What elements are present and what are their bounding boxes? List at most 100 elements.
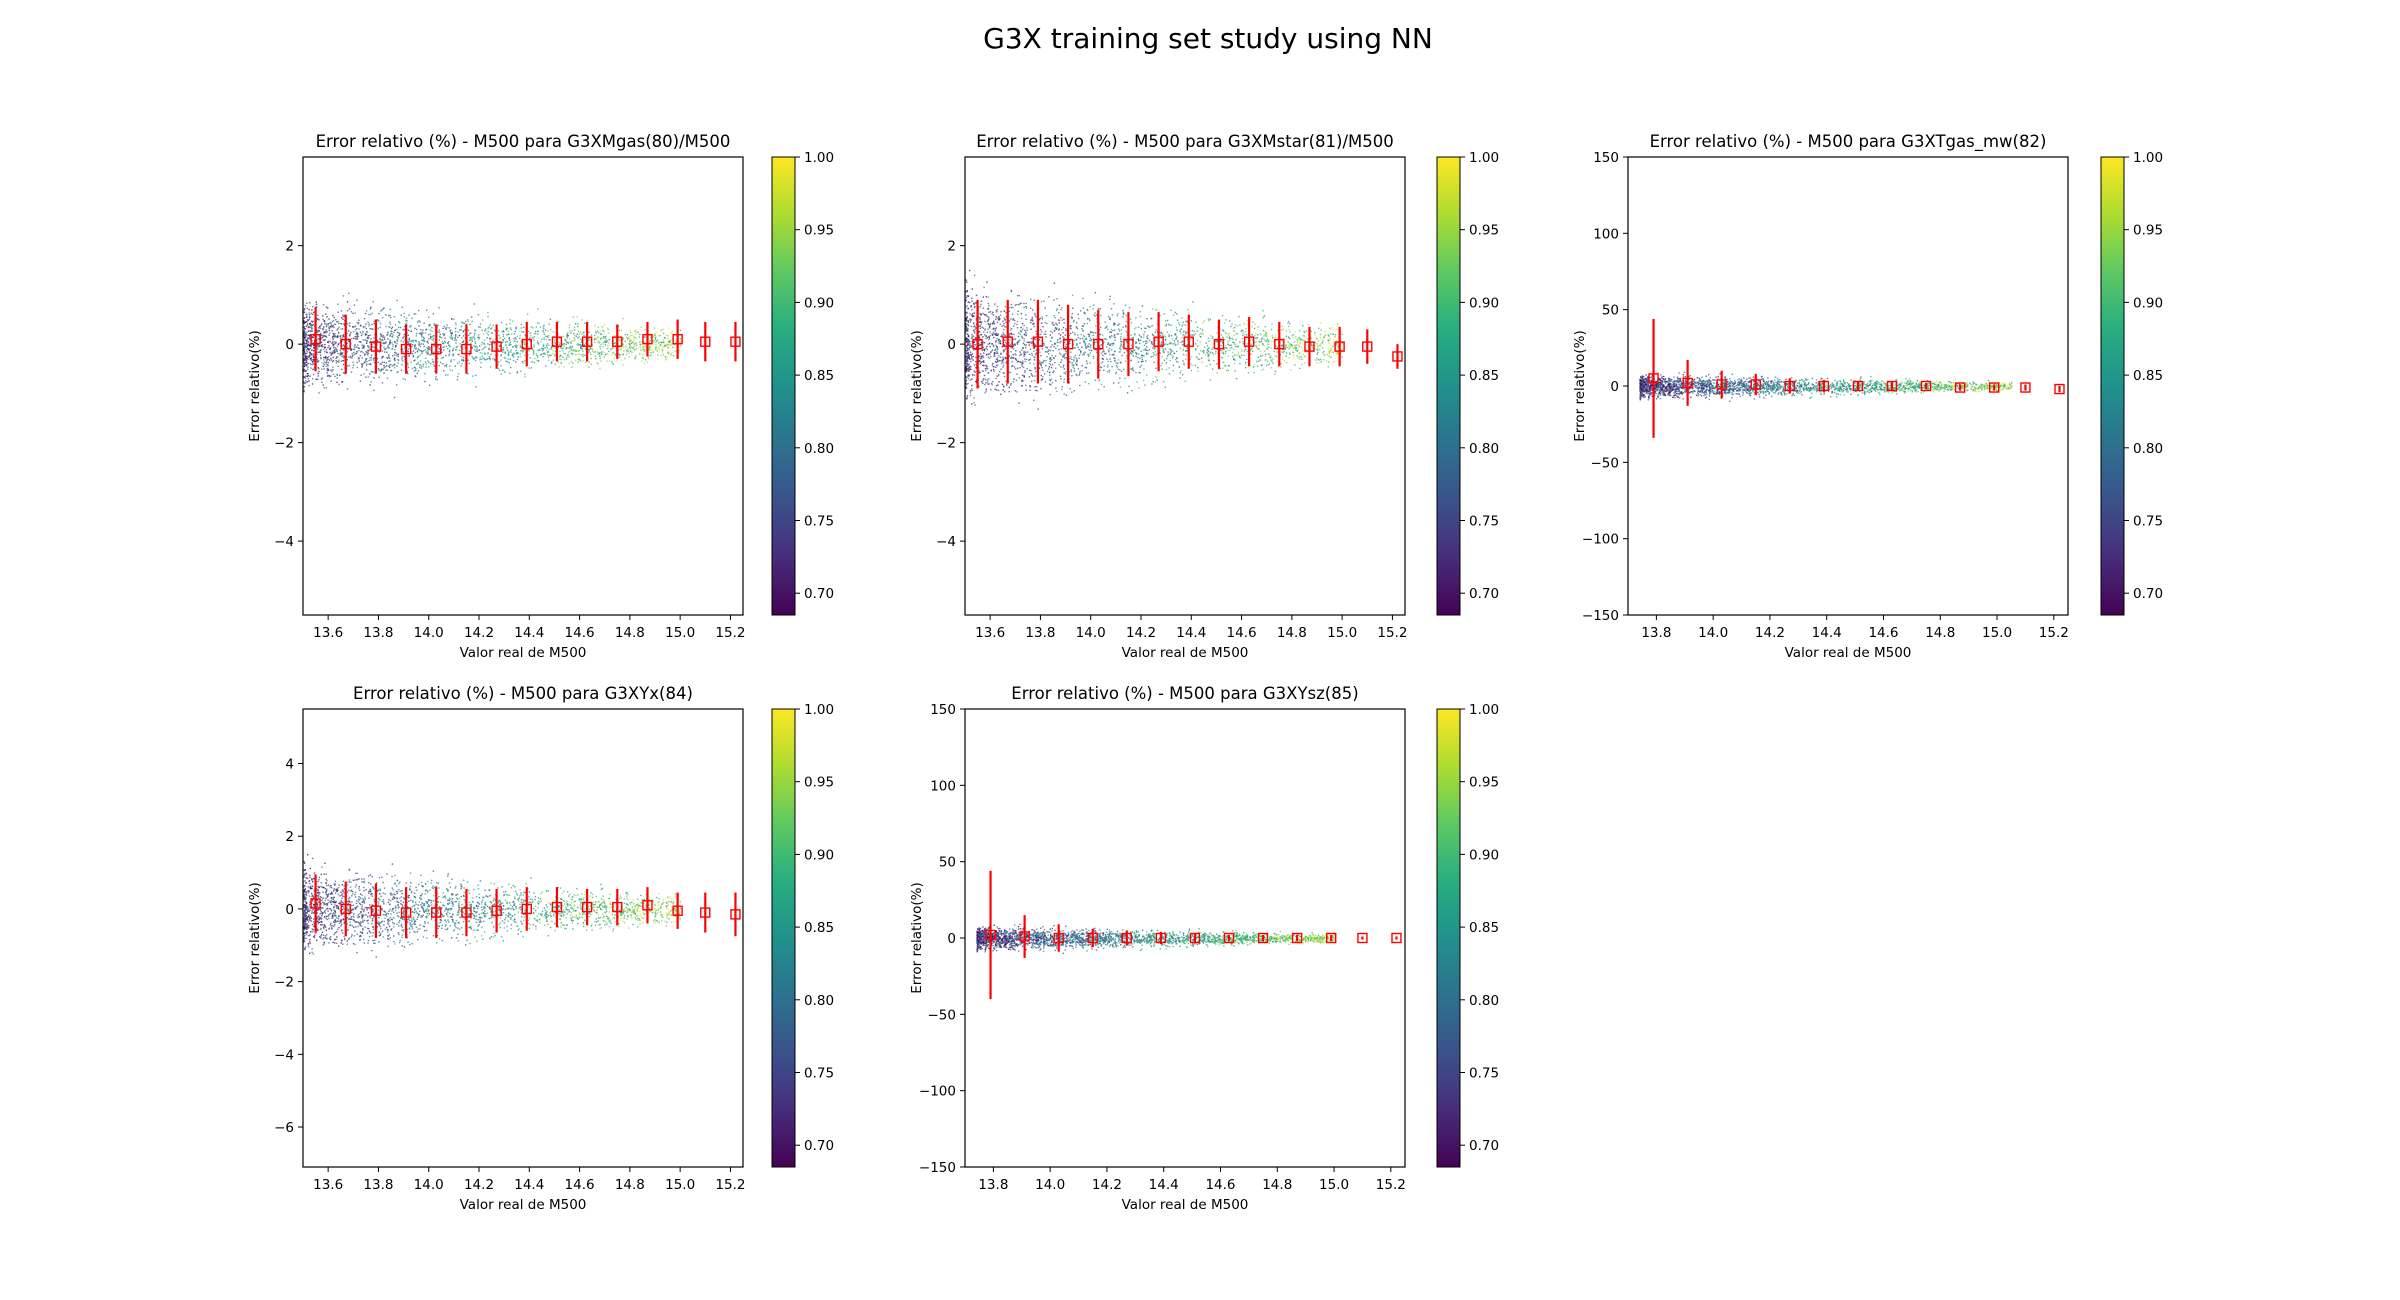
- scatter-point: [583, 344, 586, 346]
- scatter-point: [381, 361, 384, 364]
- scatter-point: [1184, 320, 1187, 322]
- scatter-point: [983, 378, 985, 380]
- scatter-point: [307, 344, 309, 346]
- scatter-point: [1114, 323, 1116, 325]
- scatter-point: [330, 359, 333, 361]
- scatter-point: [327, 341, 330, 344]
- scatter-point: [1179, 372, 1181, 374]
- scatter-point: [325, 361, 328, 363]
- scatter-point: [417, 348, 420, 350]
- scatter-point: [971, 334, 973, 336]
- scatter-point: [316, 306, 318, 308]
- scatter-point: [1172, 364, 1175, 367]
- scatter-point: [303, 338, 305, 340]
- scatter-point: [333, 352, 336, 354]
- scatter-point: [1160, 341, 1163, 343]
- scatter-point: [333, 326, 335, 328]
- scatter-point: [516, 340, 518, 343]
- scatter-point: [369, 373, 371, 375]
- scatter-point: [599, 357, 601, 360]
- scatter-point: [378, 369, 380, 371]
- scatter-point: [383, 351, 386, 353]
- scatter-point: [481, 352, 483, 354]
- y-axis-label: Error relativo(%): [247, 330, 263, 441]
- scatter-point: [401, 306, 403, 309]
- scatter-point: [992, 311, 994, 314]
- scatter-point: [1332, 345, 1334, 347]
- scatter-point: [648, 341, 650, 343]
- scatter-point: [1119, 369, 1121, 371]
- scatter-point: [441, 351, 443, 353]
- scatter-point: [308, 341, 310, 343]
- scatter-point: [427, 346, 429, 348]
- scatter-point: [1238, 355, 1241, 357]
- scatter-point: [558, 358, 561, 361]
- scatter-point: [386, 347, 388, 349]
- scatter-point: [1237, 351, 1239, 353]
- scatter-point: [1161, 368, 1163, 370]
- scatter-point: [414, 339, 417, 342]
- scatter-point: [1029, 358, 1032, 360]
- scatter-point: [1090, 349, 1093, 351]
- scatter-point: [368, 313, 370, 316]
- scatter-point: [965, 370, 967, 372]
- scatter-point: [443, 365, 446, 367]
- scatter-point: [394, 344, 397, 347]
- scatter-point: [975, 294, 978, 297]
- scatter-point: [460, 325, 463, 328]
- scatter-point: [966, 330, 968, 333]
- scatter-point: [1011, 365, 1013, 368]
- scatter-point: [1216, 372, 1218, 374]
- scatter-point: [326, 356, 329, 359]
- scatter-point: [1079, 349, 1081, 351]
- scatter-point: [1185, 333, 1187, 335]
- scatter-point: [1161, 347, 1163, 349]
- scatter-point: [337, 320, 339, 323]
- scatter-point: [670, 332, 673, 334]
- scatter-point: [1091, 331, 1093, 333]
- scatter-point: [1256, 360, 1258, 363]
- scatter-point: [356, 335, 358, 337]
- scatter-point: [559, 350, 561, 353]
- scatter-point: [1270, 356, 1272, 359]
- scatter-point: [426, 347, 428, 349]
- scatter-point: [968, 363, 970, 365]
- scatter-point: [985, 364, 987, 367]
- scatter-point: [390, 369, 393, 372]
- scatter-point: [1109, 343, 1112, 345]
- scatter-point: [394, 351, 396, 354]
- scatter-point: [504, 351, 507, 353]
- scatter-point: [393, 357, 396, 359]
- scatter-point: [588, 339, 590, 342]
- scatter-point: [1008, 386, 1010, 389]
- scatter-point: [305, 369, 307, 372]
- scatter-point: [965, 365, 967, 367]
- scatter-point: [567, 331, 569, 334]
- scatter-point: [1260, 355, 1262, 357]
- scatter-point: [1181, 325, 1183, 327]
- scatter-point: [1206, 345, 1209, 347]
- scatter-point: [472, 357, 474, 359]
- scatter-point: [603, 330, 605, 332]
- scatter-point: [563, 366, 565, 368]
- scatter-point: [396, 331, 399, 334]
- scatter-point: [336, 374, 338, 377]
- scatter-point: [1255, 344, 1257, 347]
- scatter-point: [1064, 348, 1066, 351]
- scatter-point: [1112, 329, 1114, 332]
- scatter-point: [1022, 366, 1025, 369]
- scatter-point: [354, 335, 356, 338]
- scatter-point: [318, 345, 321, 347]
- scatter-point: [373, 377, 375, 379]
- scatter-point: [329, 351, 331, 354]
- scatter-point: [992, 314, 995, 316]
- scatter-point: [1095, 325, 1097, 327]
- scatter-point: [607, 328, 609, 331]
- scatter-point: [1316, 345, 1318, 347]
- scatter-point: [1053, 370, 1055, 372]
- scatter-point: [985, 390, 987, 392]
- scatter-point: [484, 359, 486, 361]
- scatter-point: [969, 353, 971, 356]
- scatter-point: [965, 375, 967, 377]
- scatter-point: [969, 302, 971, 304]
